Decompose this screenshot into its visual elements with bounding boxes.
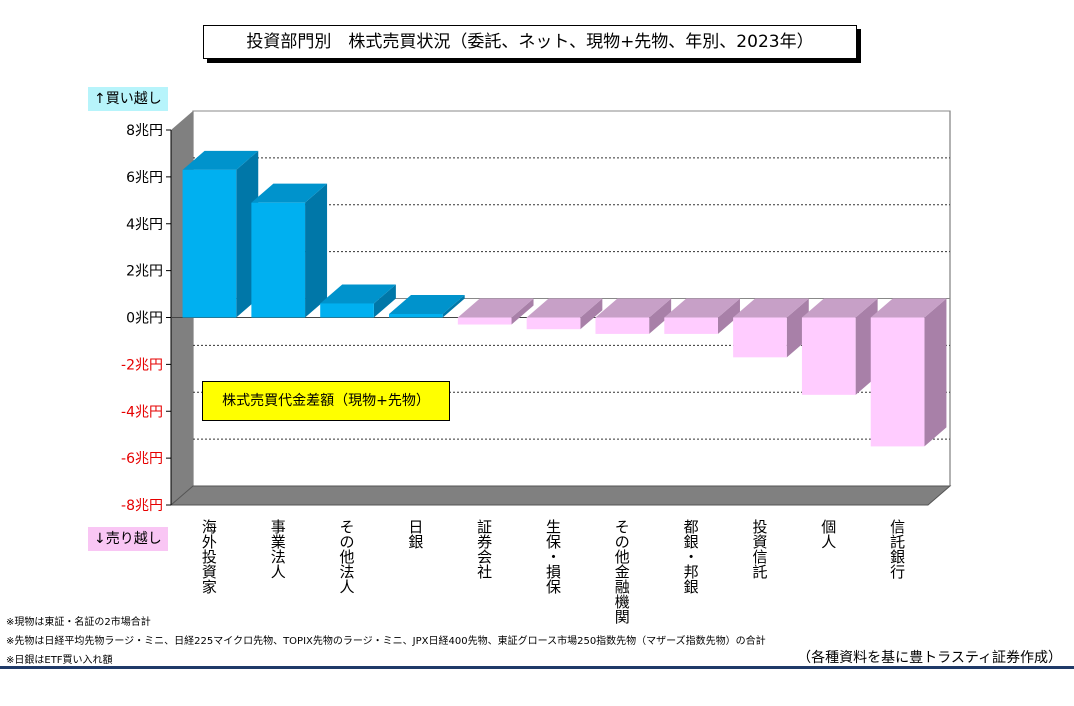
y-tick-label: -4兆円 — [121, 404, 163, 420]
bar-front — [182, 169, 237, 318]
bar-top — [595, 298, 672, 318]
bar-top — [733, 298, 809, 318]
bar — [251, 183, 328, 318]
x-tick-label: 事業法人 — [271, 518, 286, 581]
bar-side — [305, 183, 328, 318]
bar-front — [664, 317, 718, 334]
bar-front — [526, 317, 581, 330]
bar-front — [389, 313, 443, 318]
bar-top — [389, 294, 465, 314]
divider — [0, 666, 1074, 669]
x-tick-label: 投資信託 — [752, 518, 767, 581]
bar-front — [251, 202, 306, 318]
bar-top — [664, 298, 740, 318]
y-tick-label: 4兆円 — [126, 217, 163, 233]
bar-top — [801, 298, 878, 318]
bar-front — [595, 317, 650, 334]
bar — [870, 298, 947, 447]
y-tick-label: 0兆円 — [126, 311, 163, 327]
legend: 株式売買代金差額（現物+先物） — [202, 381, 450, 421]
bar-top — [457, 298, 534, 318]
bar-side — [649, 298, 672, 334]
bar-side — [580, 298, 603, 330]
x-tick-label: 信託銀行 — [890, 518, 905, 581]
bar-side — [717, 298, 740, 334]
x-tick-label: その他金融機関 — [615, 518, 630, 626]
bar-top — [870, 298, 947, 318]
bar — [182, 150, 259, 318]
bar — [801, 298, 878, 395]
bar — [664, 298, 740, 334]
x-tick-label: 生保・損保 — [546, 518, 561, 596]
y-tick-label: 6兆円 — [126, 170, 163, 186]
y-tick-label: 8兆円 — [126, 123, 163, 139]
bar-side — [373, 284, 396, 318]
bar — [526, 298, 603, 330]
sell-label: ↓売り越し — [88, 527, 168, 551]
bar-side — [511, 298, 534, 325]
bar-front — [870, 317, 925, 447]
x-tick-label: 個人 — [821, 518, 836, 551]
bar-side — [924, 298, 947, 447]
footnotes: ※現物は東証・名証の2市場合計 ※先物は日経平均先物ラージ・ミニ、日経225マイ… — [6, 613, 766, 670]
bar — [457, 298, 534, 325]
source-note: （各種資料を基に豊トラスティ証券作成） — [797, 650, 1062, 666]
bar-top — [526, 298, 603, 318]
bar — [595, 298, 672, 334]
buy-label: ↑買い越し — [88, 87, 168, 111]
y-tick-label: -2兆円 — [121, 357, 163, 373]
bar-top — [182, 150, 259, 170]
y-tick-label: 2兆円 — [126, 264, 163, 280]
chart-floor — [169, 485, 952, 506]
bar — [389, 294, 465, 318]
bar-front — [801, 317, 856, 395]
x-tick-label: その他法人 — [340, 518, 355, 596]
bar-front — [320, 303, 374, 318]
footnote: ※先物は日経平均先物ラージ・ミニ、日経225マイクロ先物、TOPIX先物のラージ… — [6, 636, 766, 647]
y-tick-label: -8兆円 — [121, 498, 163, 514]
footnote: ※日銀はETF買い入れ額 — [6, 655, 113, 666]
footnote: ※現物は東証・名証の2市場合計 — [6, 617, 151, 628]
bar-top — [251, 183, 328, 203]
x-tick-label: 都銀・邦銀 — [684, 518, 699, 596]
bar-front — [733, 317, 787, 358]
y-tick-label: -6兆円 — [121, 451, 163, 467]
x-tick-label: 海外投資家 — [202, 518, 217, 596]
chart-title: 投資部門別 株式売買状況（委託、ネット、現物+先物、年別、2023年） — [203, 25, 857, 59]
bar-top — [320, 284, 396, 304]
x-tick-label: 日銀 — [408, 518, 423, 551]
x-tick-label: 証券会社 — [477, 518, 492, 581]
bar — [320, 284, 396, 318]
bar-side — [442, 294, 465, 318]
bar-front — [457, 317, 512, 325]
